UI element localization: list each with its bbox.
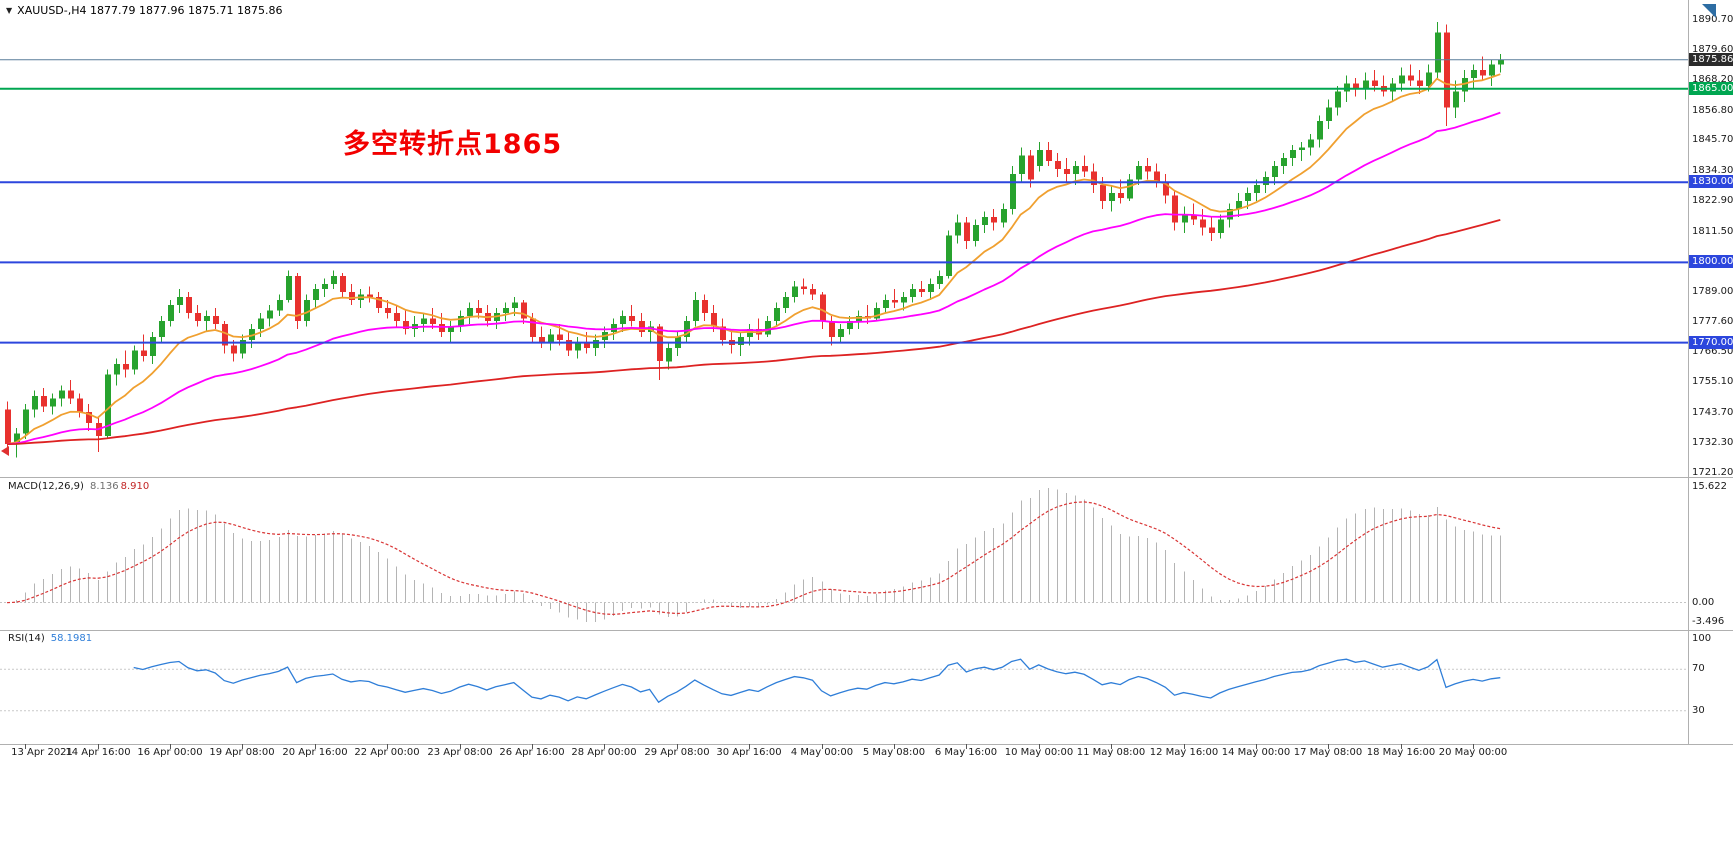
macd-signal-line [6, 501, 1501, 616]
rsi-indicator-label: RSI(14) 58.1981 [8, 633, 92, 644]
rsi-value: 58.1981 [50, 633, 93, 644]
macd-indicator-label: MACD(12,26,9) 8.136 8.910 [8, 481, 149, 492]
time-ticks [25, 744, 1474, 749]
price-axis[interactable] [1688, 0, 1733, 744]
symbol-ohlc-text: XAUUSD-,H4 1877.79 1877.96 1875.71 1875.… [17, 4, 283, 17]
ma-slow-line [6, 219, 1501, 445]
macd-name: MACD(12,26,9) [8, 481, 84, 492]
chart-canvas[interactable] [0, 0, 1733, 770]
macd-main-value: 8.136 [89, 481, 119, 492]
history-marker-icon [1, 446, 9, 456]
symbol-info: ▼ XAUUSD-,H4 1877.79 1877.96 1875.71 1875… [6, 4, 282, 17]
symbol-dropdown-icon[interactable]: ▼ [6, 6, 13, 15]
time-axis[interactable] [0, 744, 1733, 764]
candles [5, 21, 1504, 458]
rsi-line [133, 658, 1501, 704]
chart-annotation-text[interactable]: 多空转折点1865 [343, 129, 563, 160]
rsi-level-lines [0, 668, 1688, 712]
macd-histogram [0, 488, 1688, 622]
ma-mid-line [6, 111, 1501, 445]
chart-shift-marker-icon[interactable] [1702, 4, 1716, 18]
macd-signal-value: 8.910 [120, 481, 150, 492]
rsi-name: RSI(14) [8, 633, 45, 644]
ma-fast-line [6, 73, 1501, 445]
panel-separators [0, 0, 1733, 745]
